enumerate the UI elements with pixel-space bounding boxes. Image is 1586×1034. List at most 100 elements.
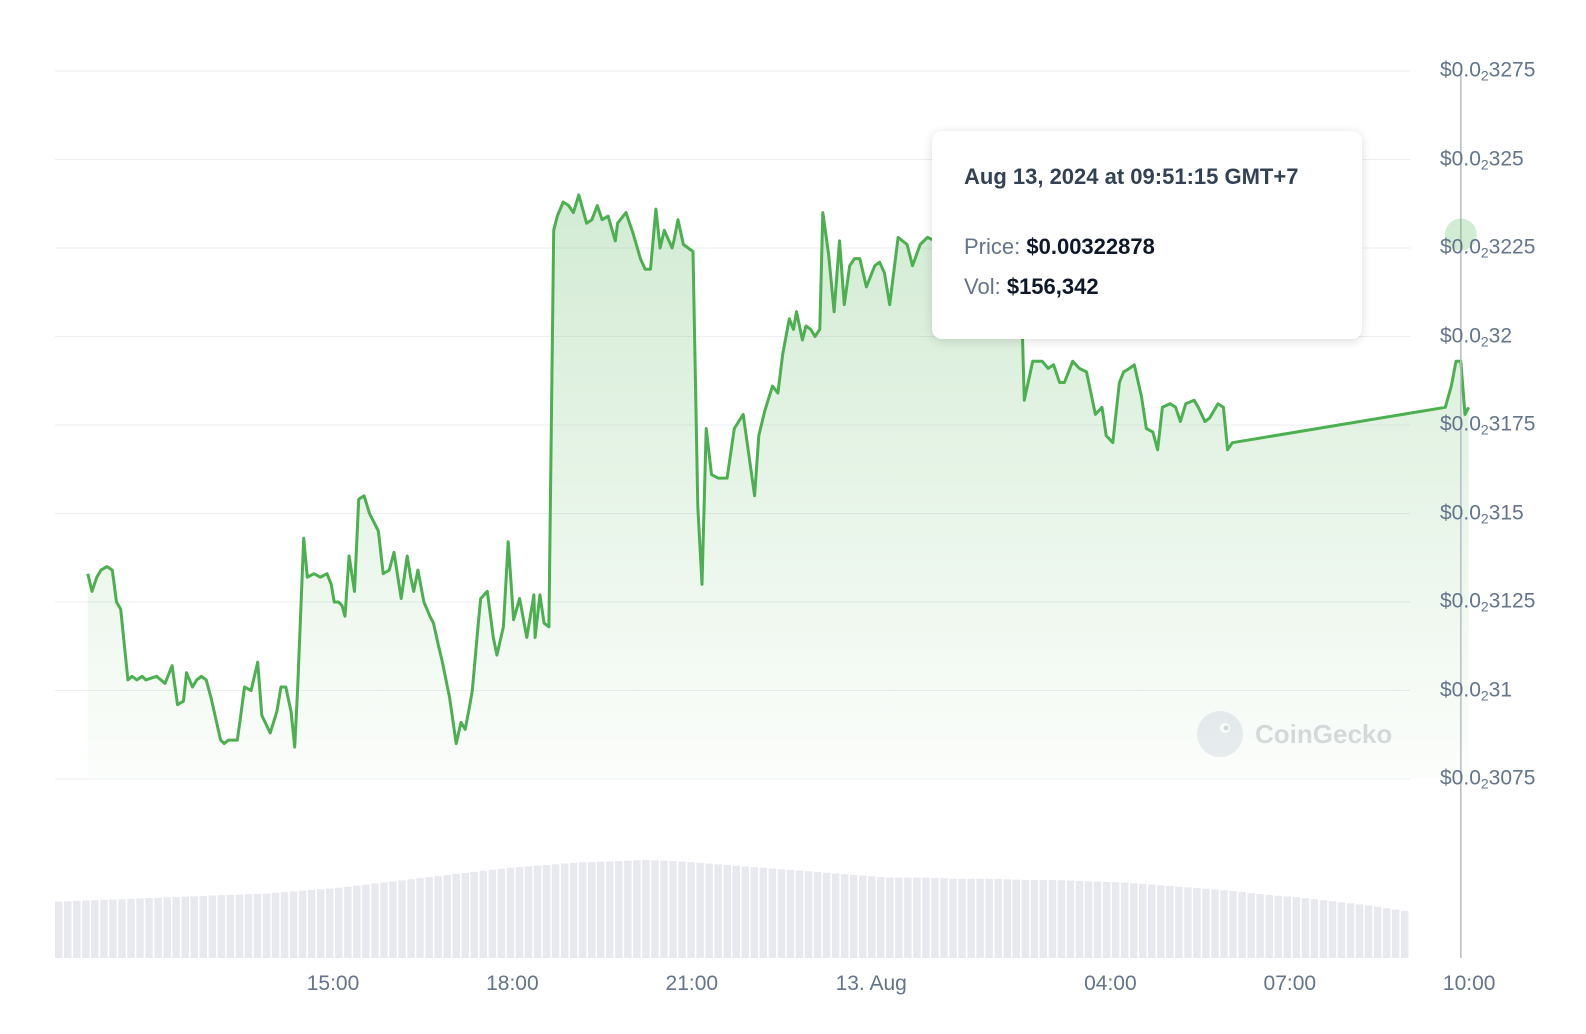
volume-bar: [759, 867, 768, 958]
tooltip-vol-row: Vol: $156,342: [964, 274, 1330, 300]
volume-bar: [551, 864, 560, 958]
volume-bar: [651, 860, 659, 958]
volume-bar: [813, 872, 822, 958]
volume-bar: [723, 865, 731, 958]
price-line[interactable]: [86, 193, 1470, 749]
volume-bar: [1346, 903, 1355, 958]
volume-bar: [307, 890, 316, 958]
volume-bar: [1030, 880, 1039, 958]
volume-bar: [524, 866, 533, 958]
volume-bar: [967, 878, 975, 958]
volume-bar: [1265, 895, 1273, 958]
volume-bar: [913, 877, 921, 958]
volume-bar: [91, 900, 99, 958]
volume-bar: [1057, 880, 1066, 958]
tooltip-price-label: Price:: [964, 234, 1021, 259]
volume-bar: [326, 888, 334, 958]
volume-bar: [271, 892, 280, 958]
volume-bar: [353, 885, 361, 958]
tooltip-price-row: Price: $0.00322878: [964, 234, 1330, 260]
volume-bar: [289, 891, 298, 958]
volume-bar: [985, 878, 993, 958]
gecko-icon: [1197, 711, 1243, 757]
volume-bar: [1292, 897, 1301, 958]
volume-bar: [1364, 905, 1373, 958]
volume-bar: [118, 899, 126, 958]
volume-bar: [958, 878, 966, 958]
volume-bar: [786, 869, 795, 958]
volume-bar: [82, 900, 90, 958]
volume-bar: [407, 879, 415, 958]
volume-bar: [994, 879, 1002, 958]
hover-point-halo: [1444, 218, 1477, 251]
volume-bar: [190, 896, 198, 958]
volume-bar: [1211, 889, 1219, 958]
volume-bar: [922, 877, 930, 958]
volume-bar: [732, 865, 740, 958]
volume-bar: [804, 871, 813, 958]
volume-bar: [868, 876, 876, 958]
volume-bar: [127, 898, 135, 958]
volume-bar: [1130, 883, 1138, 958]
volume-bar: [1193, 888, 1201, 958]
volume-bar: [335, 887, 343, 958]
volume-bar: [1247, 893, 1255, 958]
volume-bar: [1184, 887, 1192, 958]
x-tick-label: 10:00: [1442, 972, 1496, 995]
volume-bar: [877, 877, 885, 958]
volume-bar: [145, 898, 153, 958]
tooltip-date: Aug 13, 2024 at 09:51:15 GMT+7: [964, 164, 1299, 189]
y-tick-label: $0.023225: [1440, 235, 1536, 261]
volume-bar: [895, 877, 903, 958]
volume-bar: [452, 874, 460, 958]
volume-bar: [678, 861, 686, 958]
volume-bar: [578, 862, 587, 958]
x-tick-label: 21:00: [665, 972, 719, 995]
volume-bar: [515, 867, 524, 958]
volume-bar: [831, 873, 840, 958]
volume-bar: [389, 881, 397, 958]
coingecko-watermark: CoinGecko: [1195, 708, 1395, 760]
volume-bar: [262, 893, 271, 958]
volume-bar: [235, 894, 244, 958]
volume-bar: [859, 875, 867, 958]
volume-bar: [1102, 882, 1111, 958]
volume-bar: [425, 877, 433, 958]
volume-bar: [100, 899, 108, 958]
volume-bar: [371, 883, 379, 958]
volume-bar: [1003, 879, 1011, 958]
volume-bar: [642, 860, 650, 958]
volume-bar: [750, 867, 759, 958]
volume-bar: [940, 878, 948, 958]
volume-bar: [768, 868, 777, 958]
volume-bar: [488, 869, 497, 958]
volume-bar: [1111, 882, 1120, 958]
volume-bar: [317, 889, 325, 958]
volume-bar: [380, 882, 388, 958]
volume-bar: [1148, 884, 1156, 958]
volume-bar: [588, 862, 596, 958]
volume-bar: [1048, 880, 1057, 958]
volume-bar: [687, 862, 695, 958]
x-tick-label: 07:00: [1263, 972, 1317, 995]
volume-bar: [163, 897, 171, 958]
volume-bar: [199, 896, 207, 958]
price-area: [87, 194, 1469, 779]
volume-bar: [777, 869, 786, 958]
volume-bar: [416, 878, 424, 958]
y-tick-label: $0.0231: [1440, 678, 1513, 703]
volume-bar: [208, 895, 217, 958]
volume-bar: [1139, 883, 1147, 958]
volume-bar: [398, 880, 406, 958]
volume-bar: [840, 874, 849, 958]
volume-bar: [253, 893, 262, 958]
chart-tooltip: Aug 13, 2024 at 09:51:15 GMT+7 Price: $0…: [932, 131, 1362, 339]
watermark-text: CoinGecko: [1255, 718, 1393, 749]
volume-bar: [1066, 880, 1075, 958]
y-tick-label: $0.023075: [1440, 766, 1536, 792]
volume-bar: [181, 896, 189, 958]
y-tick-label: $0.023125: [1440, 589, 1536, 615]
volume-bar: [949, 878, 957, 958]
